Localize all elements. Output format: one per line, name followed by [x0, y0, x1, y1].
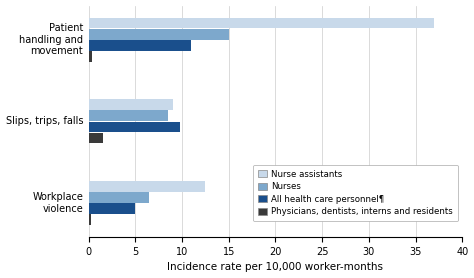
Bar	[89, 203, 135, 214]
Bar	[89, 99, 173, 110]
Bar	[89, 40, 191, 51]
Bar	[89, 133, 103, 143]
X-axis label: Incidence rate per 10,000 worker-months: Incidence rate per 10,000 worker-months	[167, 262, 383, 272]
Bar	[89, 122, 180, 132]
Bar	[89, 181, 205, 192]
Legend: Nurse assistants, Nurses, All health care personnel¶, Physicians, dentists, inte: Nurse assistants, Nurses, All health car…	[253, 165, 458, 221]
Bar	[89, 18, 434, 28]
Bar	[89, 51, 92, 62]
Bar	[89, 110, 168, 121]
Bar	[89, 29, 229, 39]
Bar	[89, 192, 149, 203]
Bar	[89, 214, 91, 225]
